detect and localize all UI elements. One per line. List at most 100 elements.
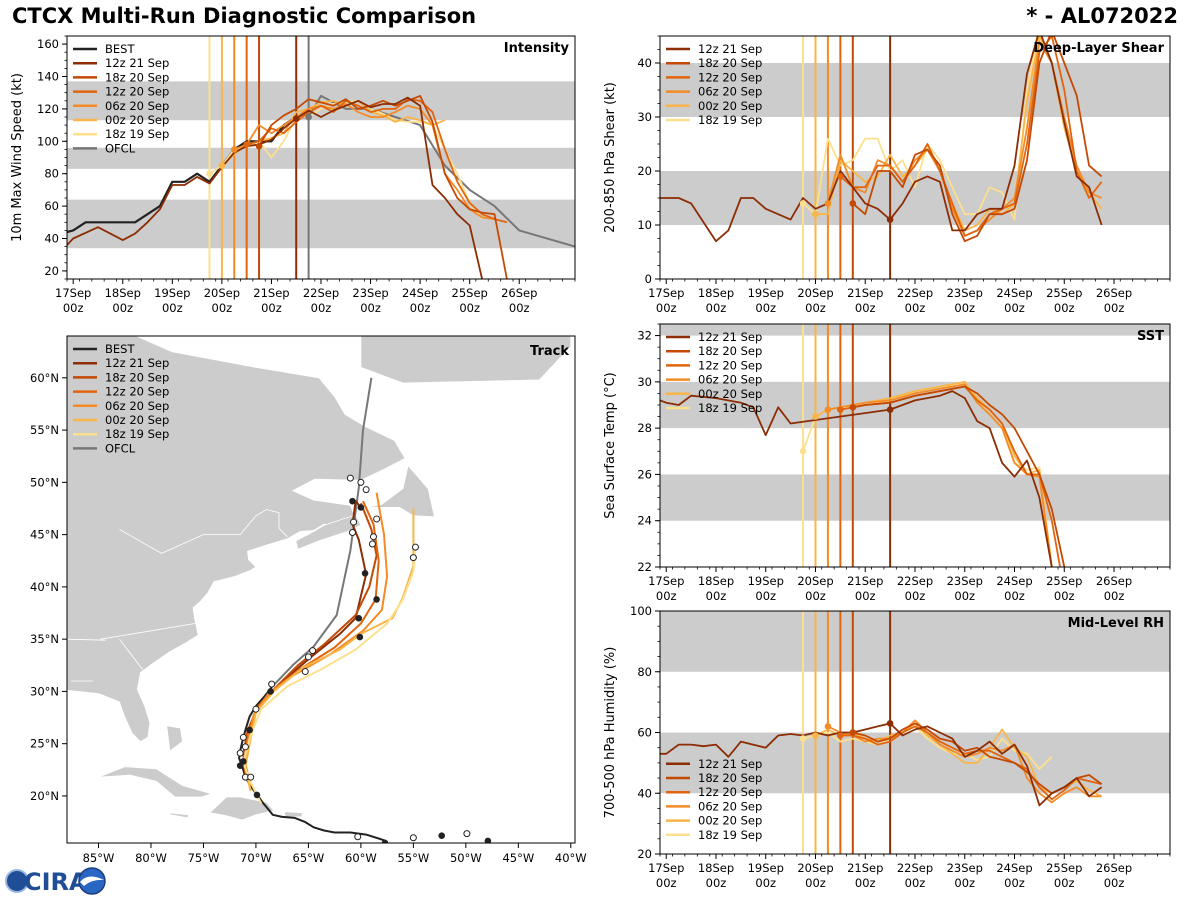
track-marker-open: [268, 680, 276, 688]
y-tick-label: 120: [37, 102, 59, 116]
x-tick-label-hour: 00z: [656, 876, 677, 890]
y-tick-label: 45°N: [30, 528, 59, 542]
x-tick-label-hour: 00z: [656, 589, 677, 603]
init-marker-18z-20-sep: [849, 200, 857, 207]
x-tick-label-day: 18Sep: [698, 861, 734, 875]
legend-label-00z-20-sep: 00z 20 Sep: [698, 814, 762, 828]
y-tick-label: 20: [637, 164, 652, 178]
init-marker-12z-20-sep: [837, 406, 844, 413]
x-tick-label-day: 21Sep: [847, 286, 883, 300]
panel-title: Deep-Layer Shear: [1033, 41, 1164, 56]
track-line-best: [238, 686, 387, 842]
x-tick-label-hour: 00z: [1054, 876, 1075, 890]
init-marker-00z-20-sep: [812, 732, 819, 739]
legend-label-06z-20-sep: 06z 20 Sep: [105, 399, 169, 413]
track-marker-filled: [253, 791, 261, 799]
legend-label-18z-20-sep: 18z 20 Sep: [698, 771, 762, 785]
init-marker-12z-20-sep: [837, 732, 844, 739]
y-tick-label: 35°N: [30, 632, 59, 646]
track-marker-open: [348, 529, 356, 537]
x-tick-label-day: 21Sep: [847, 574, 883, 588]
series-line-12z-20-sep: [840, 725, 1102, 801]
track-marker-open: [350, 518, 358, 526]
init-marker-06z-20-sep: [230, 146, 238, 153]
init-marker-18z-19-sep: [799, 447, 807, 455]
x-tick-label-day: 21Sep: [253, 286, 289, 300]
legend-label-18z-19-sep: 18z 19 Sep: [105, 427, 169, 441]
x-tick-label-hour: 00z: [706, 876, 727, 890]
y-tick-label: 30°N: [30, 684, 59, 698]
x-tick-label-hour: 00z: [1054, 301, 1075, 315]
track-line-18z-19-sep: [242, 545, 417, 804]
init-marker-00z-20-sep: [812, 210, 819, 218]
track-marker-filled: [349, 497, 356, 505]
y-tick-label: 60°N: [30, 371, 59, 385]
shade-band: [67, 147, 575, 169]
legend-label-00z-20-sep: 00z 20 Sep: [698, 99, 762, 113]
init-marker-18z-20-sep: [255, 142, 263, 150]
track-marker-filled: [438, 832, 446, 839]
init-marker-18z-20-sep: [849, 729, 857, 736]
y-tick-label: 50°N: [30, 475, 59, 489]
track-marker-open: [409, 834, 417, 842]
series-line-18z-20-sep: [852, 385, 1066, 567]
sst-panel: 22242628303217Sep00z18Sep00z19Sep00z20Se…: [603, 323, 1171, 603]
cira-logo: CIRA: [5, 867, 106, 896]
x-tick-label-day: 26Sep: [1096, 286, 1132, 300]
x-tick-label-day: 24Sep: [402, 286, 438, 300]
x-tick-label-day: 20Sep: [797, 861, 833, 875]
y-tick-label: 80: [637, 665, 652, 679]
track-marker-filled: [240, 758, 247, 765]
state-border: [119, 638, 143, 670]
shade-band: [660, 324, 1170, 336]
legend-label-06z-20-sep: 06z 20 Sep: [105, 99, 169, 113]
x-tick-label-day: 17Sep: [55, 286, 91, 300]
x-tick-label-day: 17Sep: [648, 861, 684, 875]
x-tick-label-hour: 00z: [855, 301, 876, 315]
y-tick-label: 28: [637, 421, 652, 435]
y-tick-label: 60: [44, 199, 59, 213]
legend-label-06z-20-sep: 06z 20 Sep: [698, 373, 762, 387]
state-border: [119, 509, 288, 554]
x-tick-label-hour: 00z: [1104, 876, 1125, 890]
shade-band: [67, 81, 575, 121]
y-tick-label: 20: [637, 847, 652, 861]
x-tick-label-day: 17Sep: [648, 574, 684, 588]
track-marker-filled: [357, 504, 365, 511]
y-tick-label: 30: [637, 375, 652, 389]
state-border: [67, 638, 106, 641]
y-axis-label: Sea Surface Temp (°C): [603, 372, 618, 519]
x-tick-label-hour: 00z: [410, 301, 431, 315]
shear-panel: 01020304017Sep00z18Sep00z19Sep00z20Sep00…: [603, 35, 1171, 315]
series-line-12z-20-sep: [839, 36, 1103, 237]
y-tick-label: 140: [37, 70, 59, 84]
x-tick-label-day: 18Sep: [105, 286, 141, 300]
y-tick-label: 100: [37, 134, 59, 148]
x-tick-label-hour: 00z: [755, 301, 776, 315]
x-tick-label-hour: 00z: [1104, 589, 1125, 603]
legend-label-12z-21-sep: 12z 21 Sep: [105, 56, 169, 70]
legend-label-best: BEST: [105, 342, 135, 356]
noaa-wave-icon: [80, 876, 104, 886]
panel-title: Track: [530, 344, 569, 359]
shade-band: [660, 611, 1170, 672]
x-tick-label-hour: 00z: [212, 301, 233, 315]
track-marker-open: [236, 749, 244, 757]
x-tick-label: 45°W: [502, 851, 534, 865]
y-tick-label: 0: [645, 272, 652, 286]
init-marker-18z-19-sep: [799, 735, 807, 742]
x-tick-label-hour: 00z: [805, 876, 826, 890]
legend-label-06z-20-sep: 06z 20 Sep: [698, 799, 762, 813]
legend-label-06z-20-sep: 06z 20 Sep: [698, 85, 762, 99]
y-tick-label: 160: [37, 37, 59, 51]
legend-label-18z-20-sep: 18z 20 Sep: [698, 344, 762, 358]
puerto-rico-land: [283, 811, 303, 818]
x-tick-label-day: 22Sep: [897, 286, 933, 300]
y-tick-label: 40: [44, 232, 59, 246]
panel-title: Intensity: [504, 41, 570, 56]
track-marker-open: [309, 647, 317, 655]
x-tick-label-day: 23Sep: [947, 286, 983, 300]
north-america-land: [67, 336, 406, 743]
y-tick-label: 20°N: [30, 789, 59, 803]
